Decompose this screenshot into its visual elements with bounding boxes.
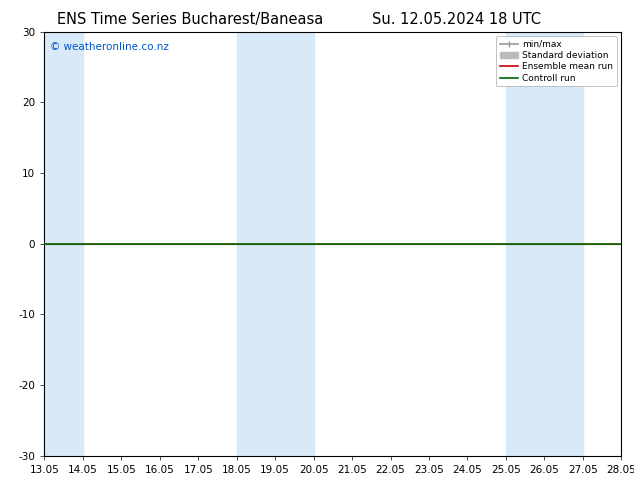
Text: Su. 12.05.2024 18 UTC: Su. 12.05.2024 18 UTC	[372, 12, 541, 27]
Bar	[275, 32, 314, 456]
Bar	[506, 32, 545, 456]
Bar	[545, 32, 583, 456]
Text: © weatheronline.co.nz: © weatheronline.co.nz	[50, 43, 169, 52]
Legend: min/max, Standard deviation, Ensemble mean run, Controll run: min/max, Standard deviation, Ensemble me…	[496, 36, 617, 86]
Bar	[44, 32, 83, 456]
Bar	[236, 32, 275, 456]
Text: ENS Time Series Bucharest/Baneasa: ENS Time Series Bucharest/Baneasa	[57, 12, 323, 27]
